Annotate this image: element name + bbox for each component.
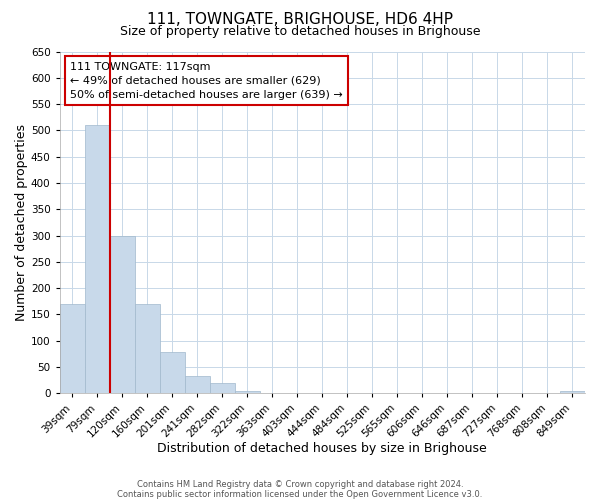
Bar [160, 352, 185, 394]
Bar [185, 376, 209, 394]
Bar [134, 304, 160, 394]
Text: 111 TOWNGATE: 117sqm
← 49% of detached houses are smaller (629)
50% of semi-deta: 111 TOWNGATE: 117sqm ← 49% of detached h… [70, 62, 343, 100]
Bar [560, 390, 585, 394]
Bar [110, 236, 134, 394]
Y-axis label: Number of detached properties: Number of detached properties [15, 124, 28, 321]
Text: Size of property relative to detached houses in Brighouse: Size of property relative to detached ho… [120, 25, 480, 38]
Text: 111, TOWNGATE, BRIGHOUSE, HD6 4HP: 111, TOWNGATE, BRIGHOUSE, HD6 4HP [147, 12, 453, 28]
Text: Contains public sector information licensed under the Open Government Licence v3: Contains public sector information licen… [118, 490, 482, 499]
Text: Contains HM Land Registry data © Crown copyright and database right 2024.: Contains HM Land Registry data © Crown c… [137, 480, 463, 489]
Bar [235, 390, 260, 394]
Bar [59, 304, 85, 394]
Bar [85, 125, 110, 394]
Bar [209, 383, 235, 394]
X-axis label: Distribution of detached houses by size in Brighouse: Distribution of detached houses by size … [157, 442, 487, 455]
